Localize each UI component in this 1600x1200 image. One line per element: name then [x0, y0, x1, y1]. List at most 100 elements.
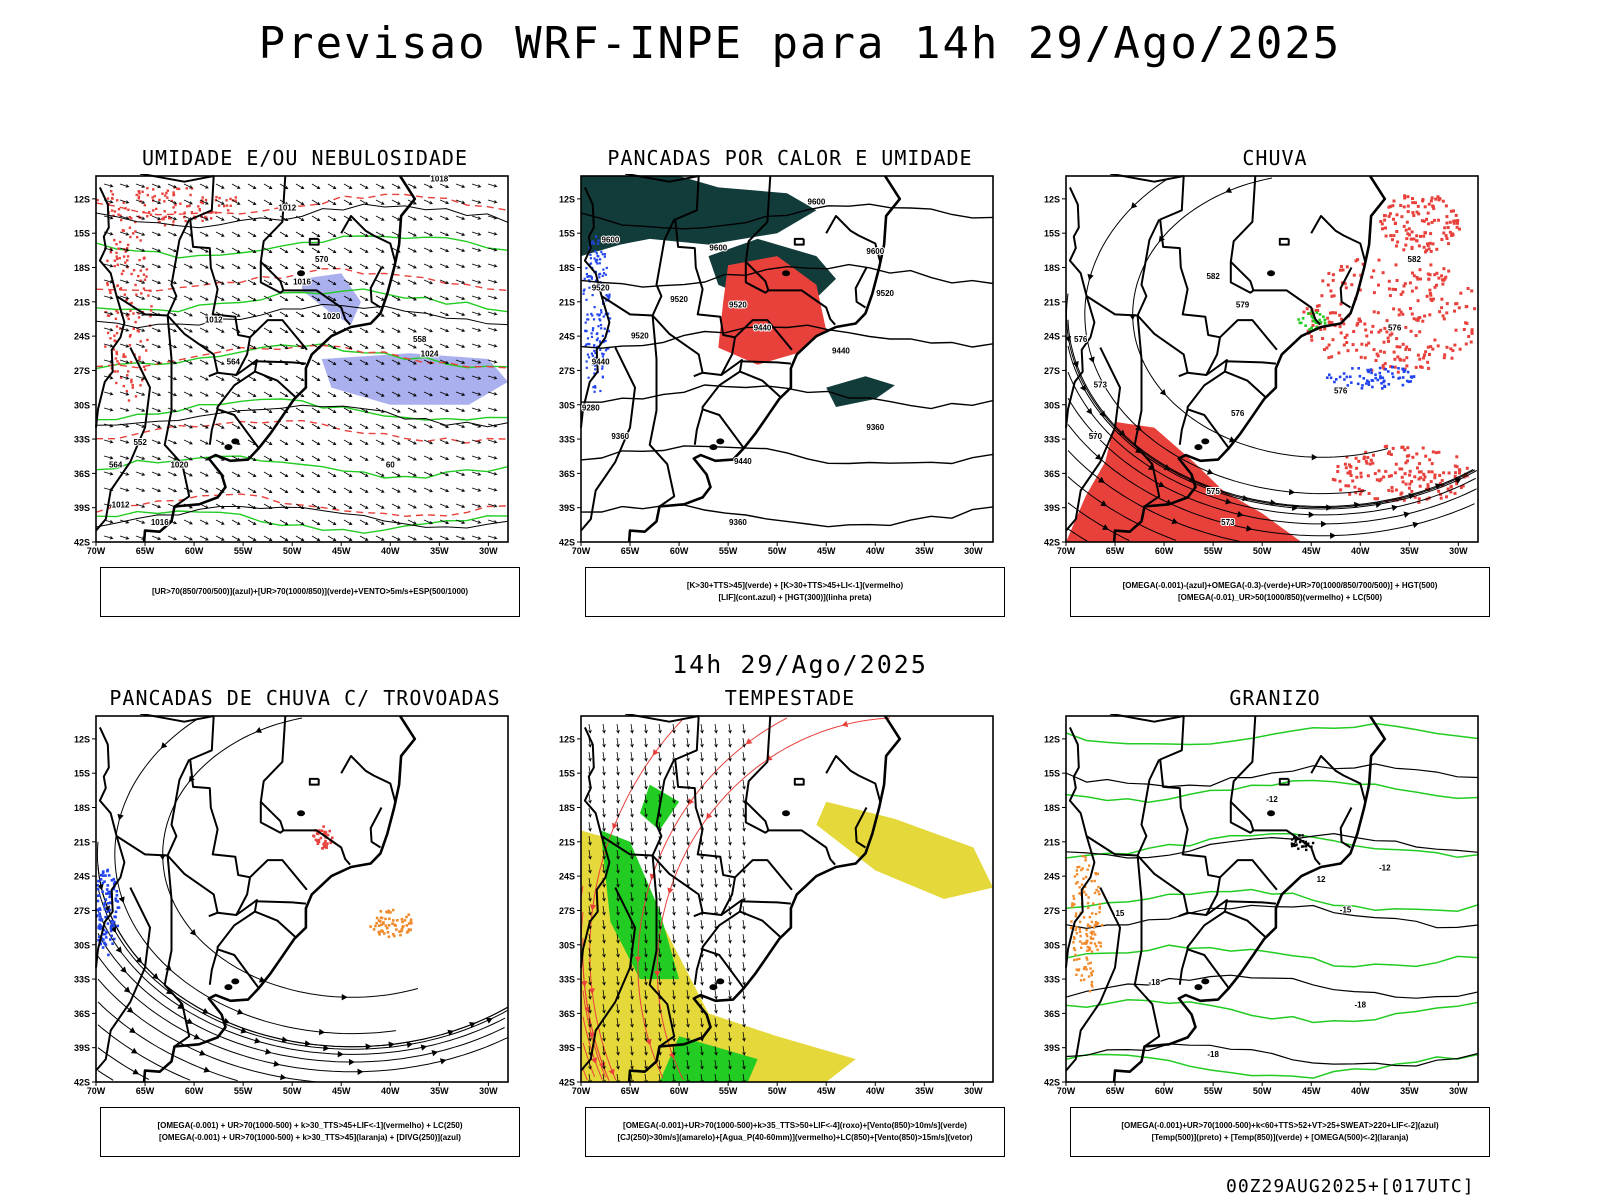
wind-vector: [487, 279, 498, 284]
wind-vector: [199, 199, 209, 205]
divergence-marks: [96, 899, 100, 903]
wind-vector: [728, 863, 732, 874]
rain-marks: [1376, 354, 1380, 358]
contour-label: 575: [1206, 487, 1220, 496]
thickness-marks: [129, 235, 132, 239]
rain-marks: [1364, 343, 1368, 347]
thickness-marks: [134, 283, 137, 287]
wind-vector: [167, 535, 178, 541]
rain-marks: [1389, 453, 1393, 456]
rain-marks: [1402, 498, 1406, 502]
wind-vector: [714, 751, 718, 762]
rain-marks: [1379, 220, 1383, 223]
thickness-contour: [96, 493, 508, 518]
thickness-marks: [132, 327, 135, 330]
lifted-index-contour: [589, 275, 592, 278]
rain-marks: [1349, 474, 1353, 477]
thickness-marks: [125, 298, 128, 302]
lifted-index-contour: [590, 335, 594, 338]
divergence-marks: [98, 923, 102, 926]
rain-marks: [1425, 248, 1428, 252]
border-line: [369, 807, 383, 849]
lat-label: 18S: [1044, 263, 1060, 273]
lifted-index-contour: [608, 295, 611, 298]
wind-vector: [263, 327, 273, 333]
omega-500-marks: [1090, 879, 1093, 883]
omega-500-marks: [1089, 961, 1092, 965]
wind-vector: [199, 455, 209, 461]
thickness-marks: [143, 368, 147, 371]
rain-marks: [1431, 242, 1435, 246]
temp-500-contour: [1066, 974, 1478, 999]
wind-vector: [279, 343, 289, 350]
stream-arrow: [645, 1038, 652, 1046]
omega-500-marks: [1087, 864, 1091, 867]
contour-label: 9600: [602, 235, 620, 244]
wind-vector: [295, 279, 305, 286]
wind-vector: [295, 439, 305, 446]
wind-vector: [263, 423, 273, 429]
border-line: [693, 911, 703, 918]
thickness-marks: [186, 205, 189, 208]
thunderstorm-red-marks: [322, 825, 325, 828]
wind-vector: [247, 295, 257, 301]
wind-vector: [658, 849, 662, 860]
wind-vector: [375, 359, 385, 365]
wind-vector: [487, 535, 498, 540]
rain-marks: [1338, 268, 1342, 272]
wind-vector: [602, 751, 606, 762]
wind-vector: [616, 765, 620, 776]
lat-label: 12S: [74, 194, 90, 204]
wind-vector: [630, 1003, 634, 1014]
divergence-marks: [110, 919, 113, 923]
lon-label: 55W: [1204, 1086, 1223, 1096]
stream-arrow: [110, 926, 117, 933]
wind-vector: [700, 1017, 704, 1028]
border-line: [259, 801, 351, 866]
wind-vector: [343, 183, 353, 189]
border-line: [259, 715, 287, 831]
stream-arrow: [337, 1050, 344, 1058]
contour-label: 9360: [611, 432, 629, 441]
thickness-marks: [136, 329, 139, 332]
lake: [224, 984, 233, 991]
lifted-index-contour: [598, 313, 601, 316]
divergence-marks: [110, 934, 113, 938]
wind-vector: [151, 247, 162, 253]
lifted-index-contour: [604, 339, 607, 342]
wind-vector: [455, 263, 466, 268]
lifted-index-contour: [591, 240, 594, 243]
hail-marks: [1295, 843, 1298, 846]
rain-marks: [1328, 321, 1332, 325]
thickness-marks: [204, 215, 207, 219]
lifted-index-contour: [596, 337, 599, 340]
lifted-index-contour: [606, 295, 609, 298]
thunderstorm-orange-marks: [400, 917, 404, 921]
wind-vector: [455, 407, 466, 412]
omega-500-marks: [1094, 933, 1097, 936]
divergence-marks: [108, 890, 112, 894]
wind-vector: [616, 975, 620, 986]
wind-vector: [263, 343, 273, 349]
thunderstorm-orange-marks: [391, 908, 395, 912]
wind-vector: [279, 391, 289, 398]
wind-vector: [391, 295, 401, 301]
thickness-contour: [96, 193, 508, 216]
wind-vector: [295, 295, 305, 302]
thickness-marks: [116, 311, 120, 314]
omega-500-marks: [1071, 902, 1074, 905]
wind-vector: [644, 1017, 648, 1028]
thickness-marks: [139, 384, 142, 387]
wind-vector: [487, 199, 498, 204]
rain-marks: [1326, 316, 1330, 320]
thickness-marks: [114, 357, 118, 360]
lon-label: 30W: [964, 546, 983, 556]
omega-strong-marks: [1297, 318, 1300, 321]
coastline: [142, 175, 417, 543]
wind-vector: [135, 279, 146, 284]
stream-arrow: [117, 813, 124, 821]
rain-marks: [1389, 365, 1393, 369]
border-line: [580, 887, 636, 1072]
stream-arrow: [589, 904, 597, 911]
thunderstorm-orange-marks: [409, 928, 412, 932]
